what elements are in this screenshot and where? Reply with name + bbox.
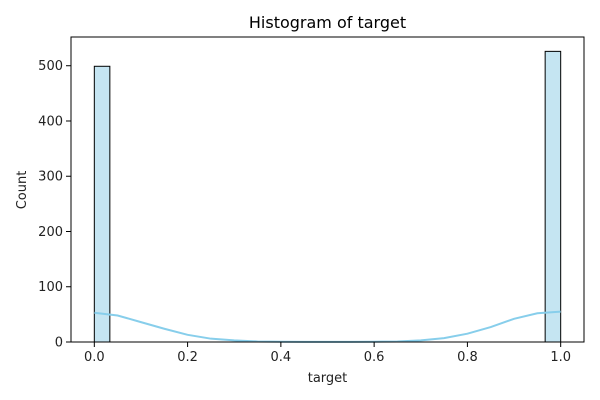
x-tick-label-2: 0.4 bbox=[271, 350, 292, 365]
x-tick-label-3: 0.6 bbox=[364, 350, 385, 365]
histogram-bar-0 bbox=[93, 65, 111, 343]
y-tick-label-3: 300 bbox=[38, 170, 63, 185]
y-axis-label: Count bbox=[15, 171, 30, 210]
y-tick-label-0: 0 bbox=[55, 336, 63, 351]
y-tick-label-4: 400 bbox=[38, 114, 63, 129]
kde-line bbox=[94, 310, 561, 343]
y-tick-label-1: 100 bbox=[38, 280, 63, 295]
x-tick-label-0: 0.0 bbox=[84, 350, 105, 365]
plot-area: 0.0 0.2 0.4 0.6 0.8 1.0 0 100 200 300 400 500 bbox=[38, 36, 585, 365]
chart-title: Histogram of target bbox=[249, 13, 406, 32]
axes-frame bbox=[70, 36, 585, 343]
x-axis-label: target bbox=[308, 371, 348, 386]
y-tick-label-2: 200 bbox=[38, 225, 63, 240]
x-tick-label-4: 0.8 bbox=[457, 350, 478, 365]
x-tick-label-1: 0.2 bbox=[177, 350, 198, 365]
histogram-bar-1 bbox=[544, 50, 562, 343]
x-tick-label-5: 1.0 bbox=[550, 350, 571, 365]
y-tick-label-5: 500 bbox=[38, 59, 63, 74]
